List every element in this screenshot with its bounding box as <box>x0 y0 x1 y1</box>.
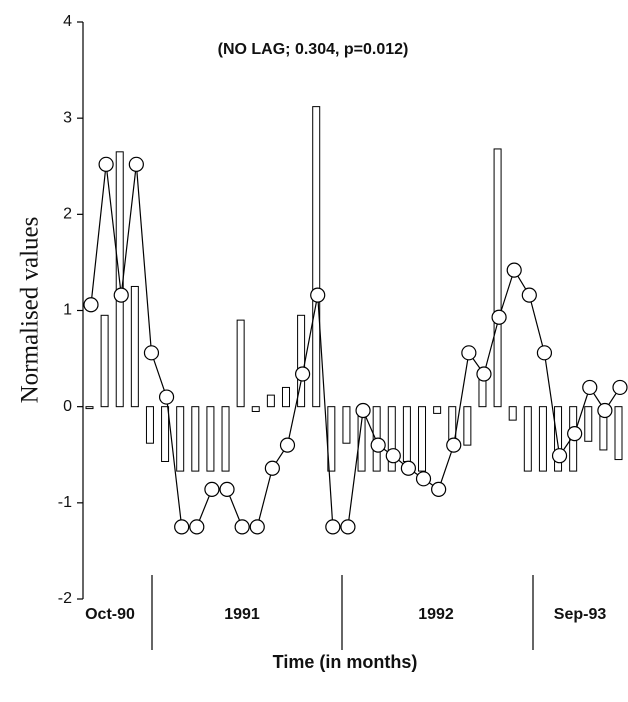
point <box>325 519 341 535</box>
bar <box>342 406 351 444</box>
y-tick-label: -1 <box>58 494 72 511</box>
point <box>612 379 628 396</box>
point <box>98 156 114 172</box>
point <box>476 366 492 382</box>
point <box>189 519 205 535</box>
point <box>461 345 477 361</box>
y-tick-label: 1 <box>63 302 72 319</box>
chart-title: (NO LAG; 0.304, p=0.012) <box>218 41 409 58</box>
bar <box>191 406 200 472</box>
point <box>597 402 613 419</box>
period-label: Oct-90 <box>85 606 135 623</box>
bar <box>327 406 336 472</box>
bar <box>161 406 170 462</box>
bar <box>433 406 442 414</box>
point <box>521 287 537 303</box>
bar <box>251 406 260 412</box>
bar <box>145 406 154 444</box>
point <box>446 437 462 453</box>
period-label: 1992 <box>418 606 454 623</box>
bar <box>130 285 139 408</box>
point <box>431 481 447 497</box>
point <box>295 366 311 382</box>
point <box>506 262 522 278</box>
point <box>219 481 235 497</box>
point <box>310 287 326 303</box>
y-axis-label: Normalised values <box>17 217 44 404</box>
bar <box>312 106 321 408</box>
y-tick-label: 3 <box>63 109 72 126</box>
point <box>158 389 175 405</box>
bar <box>538 406 547 472</box>
bar <box>478 377 487 408</box>
period-label: 1991 <box>224 606 260 623</box>
point <box>113 287 129 303</box>
bar <box>206 406 215 472</box>
point <box>355 402 371 419</box>
point <box>279 437 296 453</box>
point <box>264 460 280 476</box>
point <box>491 309 507 325</box>
point <box>143 345 160 361</box>
point <box>340 519 356 535</box>
y-tick-label: -2 <box>58 590 72 607</box>
line <box>90 164 621 528</box>
bar <box>100 314 109 408</box>
point <box>249 519 265 535</box>
bar <box>418 406 427 472</box>
bar <box>266 394 275 408</box>
period-label: Sep-93 <box>554 606 607 623</box>
bar <box>236 319 245 408</box>
point <box>536 345 553 361</box>
y-tick-label: 0 <box>63 398 72 415</box>
bar <box>281 386 290 408</box>
point <box>174 519 190 535</box>
point <box>83 297 99 313</box>
bar <box>463 406 472 446</box>
bar <box>584 406 593 442</box>
point <box>385 448 401 464</box>
point <box>400 460 416 476</box>
point <box>567 425 583 442</box>
point <box>551 448 568 464</box>
point <box>234 519 250 535</box>
bar <box>614 406 623 461</box>
point <box>370 437 386 453</box>
bar <box>523 406 532 472</box>
y-tick-label: 2 <box>63 206 72 223</box>
bar <box>176 406 185 472</box>
bar <box>508 406 517 421</box>
point <box>582 379 598 396</box>
point <box>128 156 144 172</box>
bar <box>221 406 230 472</box>
point <box>415 471 432 487</box>
point <box>204 481 220 497</box>
y-tick-label: 4 <box>63 13 72 30</box>
bar <box>387 406 396 472</box>
x-axis-label: Time (in months) <box>273 652 418 672</box>
bar <box>402 406 411 462</box>
bar <box>493 148 502 408</box>
bar <box>554 406 563 472</box>
bar <box>85 406 94 410</box>
